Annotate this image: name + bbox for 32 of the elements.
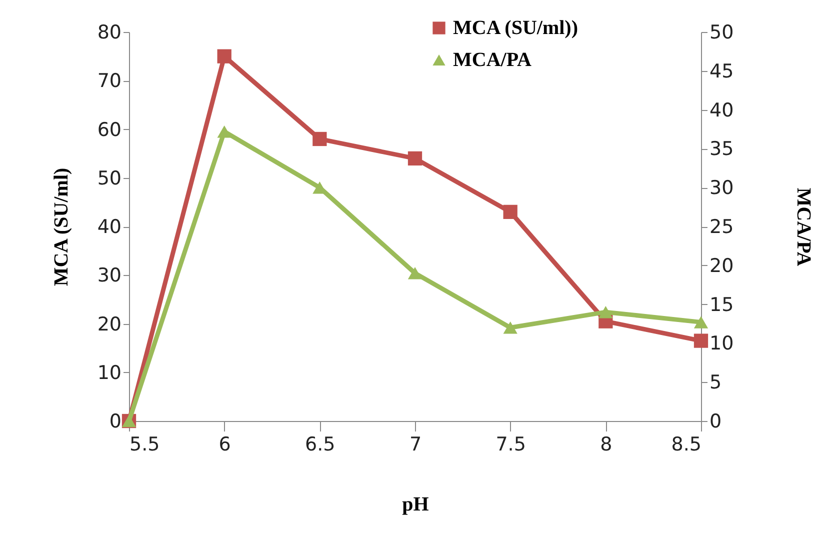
y2-tick-label: 45 — [710, 60, 734, 82]
y-tick-label: 60 — [97, 118, 122, 141]
y-tick-label: 10 — [97, 362, 122, 384]
y2-tick-label: 25 — [710, 216, 734, 238]
x-tick-label: 7.5 — [496, 434, 526, 456]
x-tick-label: 5.5 — [130, 434, 160, 456]
legend-label: MCA (SU/ml)) — [453, 17, 578, 39]
y-tick-label: 40 — [97, 216, 122, 238]
x-tick-label: 7 — [409, 434, 422, 456]
y-tick-label: 30 — [97, 264, 122, 287]
y2-tick-label: 30 — [710, 177, 734, 200]
y-tick-label: 70 — [97, 70, 122, 92]
y-tick-label: 0 — [109, 410, 122, 432]
y2-tick-label: 40 — [710, 99, 734, 122]
y2-tick-label: 0 — [710, 410, 722, 432]
y2-tick-label: 15 — [710, 294, 734, 316]
x-tick-label: 6.5 — [305, 434, 336, 456]
legend-label: MCA/PA — [453, 49, 532, 71]
y2-tick-label: 35 — [710, 138, 734, 160]
x-tick-label: 8 — [600, 434, 612, 456]
y2-axis-title: MCA/PA — [792, 188, 815, 267]
y-tick-label: 20 — [97, 313, 122, 336]
y2-tick-label: 50 — [710, 22, 734, 44]
x-tick-label: 6 — [218, 434, 231, 456]
x-axis-title: pH — [402, 494, 430, 516]
y-axis-title: MCA (SU/ml) — [50, 168, 72, 286]
y2-tick-label: 5 — [710, 372, 722, 394]
y-tick-label: 50 — [97, 167, 122, 190]
y2-tick-label: 20 — [710, 254, 734, 277]
y2-tick-label: 10 — [710, 332, 734, 355]
y-tick-label: 80 — [97, 22, 122, 44]
x-tick-label: 8.5 — [671, 434, 702, 456]
